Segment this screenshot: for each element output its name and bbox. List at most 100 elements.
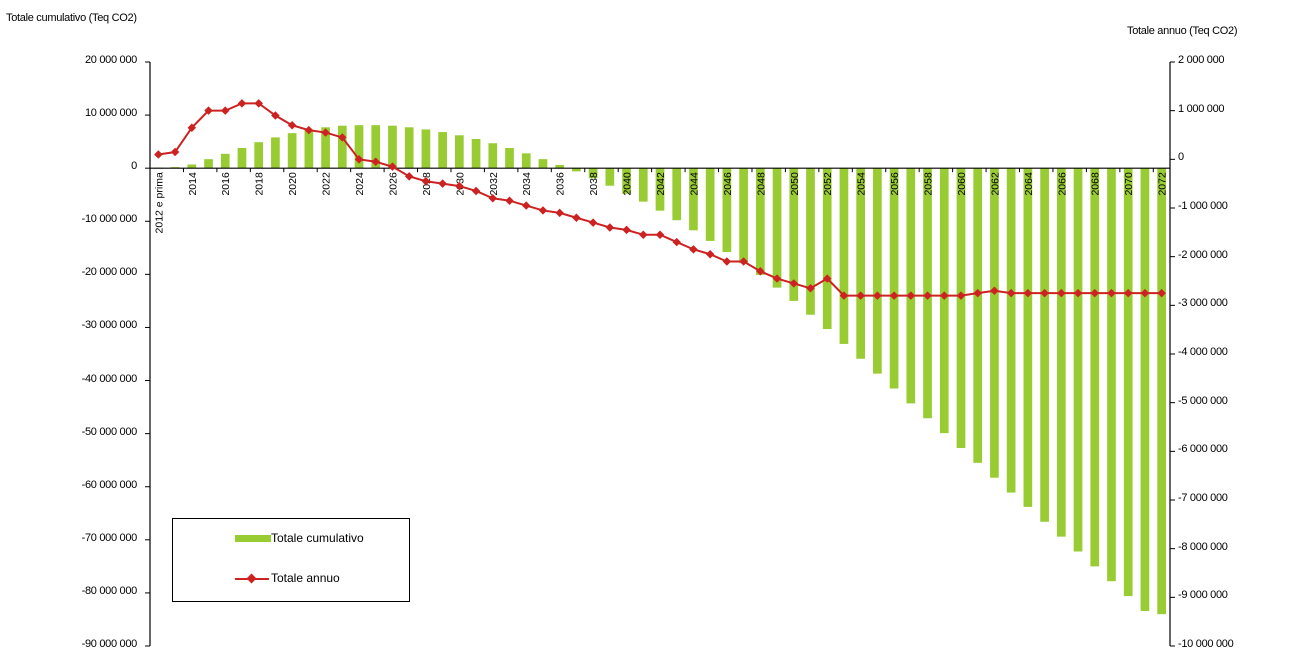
line-point bbox=[639, 230, 648, 240]
line-point bbox=[204, 106, 213, 115]
bar bbox=[873, 168, 882, 374]
bar bbox=[505, 148, 514, 169]
x-tick-label: 2048 bbox=[755, 172, 767, 196]
right-y-tick-label: 0 bbox=[1178, 151, 1184, 164]
line-point bbox=[722, 257, 732, 266]
line-point bbox=[973, 288, 982, 298]
line-point bbox=[990, 286, 999, 295]
line-point bbox=[154, 150, 163, 159]
x-tick-label: 2046 bbox=[722, 172, 734, 196]
axes bbox=[145, 61, 1175, 647]
line-point bbox=[672, 237, 681, 247]
bar bbox=[856, 168, 866, 359]
line-point bbox=[237, 99, 247, 108]
bar bbox=[1073, 168, 1083, 552]
bar bbox=[1056, 168, 1066, 537]
line-point bbox=[1006, 288, 1016, 298]
bar bbox=[638, 168, 648, 202]
bar bbox=[237, 148, 247, 169]
line-point bbox=[1073, 288, 1083, 298]
x-tick-labels: 2012 e prima 2014 2016 2018 2020 2022 2024 2026… bbox=[153, 172, 1168, 233]
x-tick-label: 2070 bbox=[1123, 172, 1135, 196]
bar bbox=[889, 168, 899, 389]
bar bbox=[1040, 168, 1049, 522]
legend-label-bars: Totale cumulativo bbox=[271, 531, 364, 545]
line-point bbox=[287, 121, 297, 130]
right-y-tick-label: -10 000 000 bbox=[1178, 638, 1234, 650]
line-point bbox=[170, 147, 180, 157]
bar bbox=[990, 168, 999, 478]
bar bbox=[973, 168, 983, 463]
right-y-tick-label: -1 000 000 bbox=[1178, 200, 1228, 212]
line-point bbox=[388, 162, 397, 171]
bar bbox=[220, 153, 230, 169]
line-point bbox=[806, 284, 815, 293]
right-y-tick-label: -6 000 000 bbox=[1178, 443, 1228, 456]
legend-item-bars: Totale cumulativo bbox=[173, 529, 409, 549]
bar bbox=[555, 164, 565, 169]
bar bbox=[337, 125, 347, 169]
x-tick-label: 2040 bbox=[622, 172, 634, 196]
right-y-tick-label: 1 000 000 bbox=[1178, 102, 1225, 115]
line-point bbox=[739, 257, 748, 266]
x-tick-label: 2044 bbox=[688, 172, 700, 196]
line-point bbox=[605, 223, 615, 232]
line-point bbox=[839, 291, 849, 300]
bar bbox=[689, 168, 698, 231]
bar bbox=[672, 168, 682, 221]
left-y-tick-label: -60 000 000 bbox=[81, 478, 138, 491]
line-point bbox=[1140, 288, 1150, 298]
line-point bbox=[455, 181, 464, 191]
line-point bbox=[756, 267, 765, 276]
left-y-tick-label: 0 bbox=[131, 160, 137, 173]
x-tick-label: 2012 e prima bbox=[153, 172, 165, 233]
left-axis-title: Totale cumulativo (Teq CO2) bbox=[6, 12, 137, 24]
left-y-tick-label: -50 000 000 bbox=[81, 425, 138, 438]
bar bbox=[956, 168, 966, 448]
x-tick-label: 2020 bbox=[287, 172, 299, 196]
x-tick-label: 2050 bbox=[789, 172, 801, 196]
line-point bbox=[689, 245, 698, 254]
bar bbox=[789, 168, 799, 301]
x-tick-label: 2026 bbox=[387, 172, 399, 196]
bar bbox=[755, 168, 765, 275]
bar bbox=[1090, 168, 1100, 567]
legend-item-line: Totale annuo bbox=[173, 569, 409, 589]
bar bbox=[488, 143, 498, 169]
line-point bbox=[304, 125, 314, 135]
x-tick-label: 2016 bbox=[220, 172, 232, 196]
bar bbox=[438, 132, 447, 169]
left-y-tick-label: -80 000 000 bbox=[81, 584, 138, 597]
line-point bbox=[856, 291, 865, 300]
x-tick-label: 2058 bbox=[923, 172, 935, 196]
line-point bbox=[1107, 288, 1116, 298]
x-tick-label: 2066 bbox=[1056, 172, 1068, 196]
line-point bbox=[321, 128, 330, 137]
x-tick-label: 2022 bbox=[321, 172, 333, 196]
line-point bbox=[538, 206, 548, 215]
bar bbox=[1023, 168, 1033, 507]
line-point bbox=[772, 274, 782, 283]
bar bbox=[1123, 168, 1133, 597]
bar bbox=[1107, 168, 1116, 582]
right-y-tick-label: -5 000 000 bbox=[1178, 394, 1228, 407]
bar bbox=[906, 168, 916, 404]
right-y-tick-label: -9 000 000 bbox=[1178, 589, 1228, 602]
line-point bbox=[906, 291, 916, 300]
line-point bbox=[1040, 288, 1049, 298]
bar bbox=[722, 168, 732, 253]
x-tick-label: 2042 bbox=[655, 172, 667, 196]
line-point bbox=[471, 186, 481, 196]
right-y-tick-label: -8 000 000 bbox=[1178, 540, 1228, 553]
legend-bar-swatch bbox=[235, 535, 271, 542]
line-point bbox=[404, 172, 414, 181]
legend-line-swatch bbox=[235, 573, 269, 584]
x-tick-label: 2056 bbox=[889, 172, 901, 196]
line-point bbox=[187, 123, 197, 132]
bar bbox=[187, 164, 197, 169]
line-point bbox=[505, 196, 514, 205]
bar bbox=[1157, 168, 1166, 615]
line-point bbox=[271, 111, 280, 120]
bar bbox=[655, 168, 665, 211]
bar bbox=[538, 159, 548, 169]
